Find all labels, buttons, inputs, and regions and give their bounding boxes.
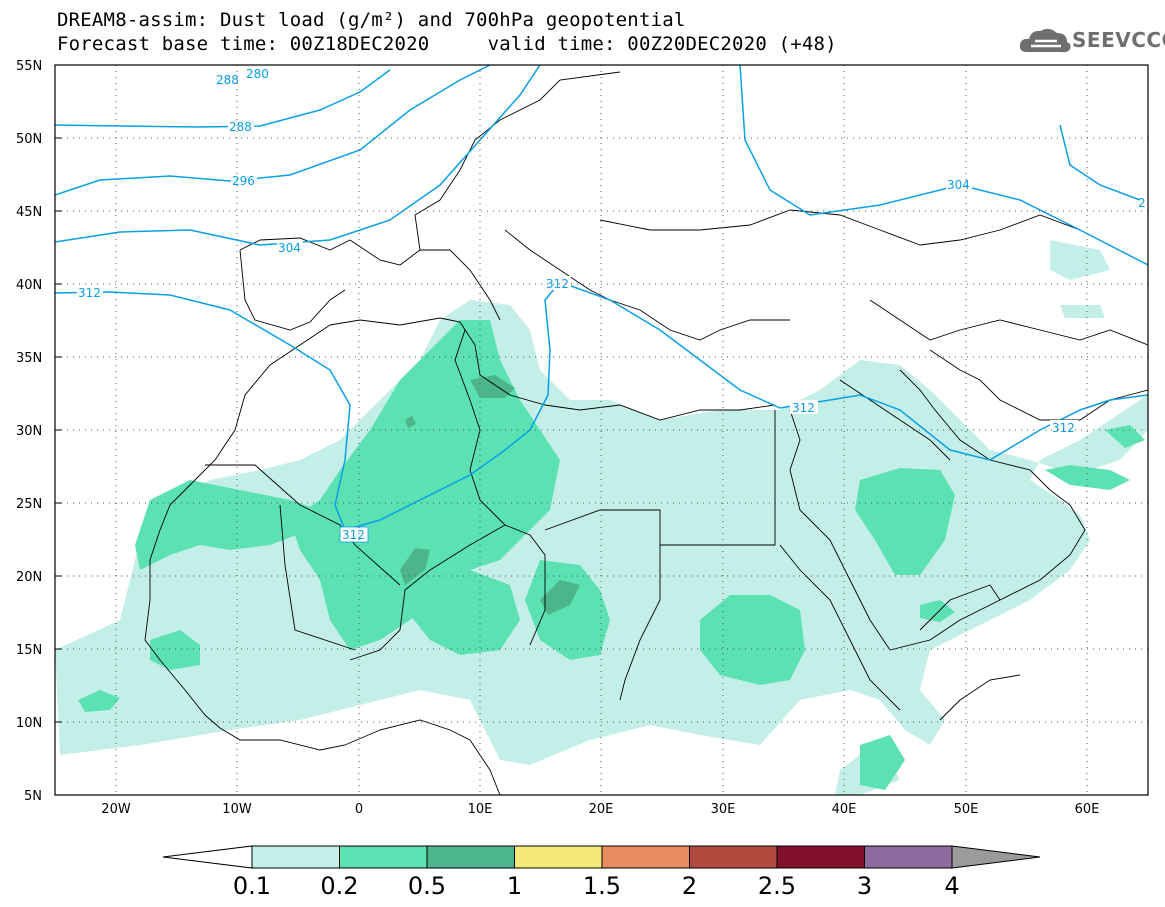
map-title: DREAM8-assim: Dust load (g/m²) and 700hP…	[57, 9, 686, 31]
lat-label: 55N	[16, 59, 42, 74]
cloud-icon	[1019, 28, 1071, 53]
contour-label: 304	[278, 241, 301, 255]
geopotential-contours	[55, 65, 1148, 531]
lon-label: 30E	[711, 802, 736, 817]
lon-label: 40E	[832, 802, 857, 817]
contour-label: 288	[229, 120, 252, 134]
contour-label: 312	[1052, 421, 1075, 435]
colorbar-bin	[864, 845, 953, 869]
colorbar-bin	[251, 845, 340, 869]
contour-label: 312	[78, 286, 101, 300]
lat-ticks	[55, 64, 62, 796]
colorbar-label: 1.5	[583, 872, 621, 900]
lat-labels: 55N 50N 45N 40N 35N 30N 25N 20N 15N 10N …	[16, 59, 42, 804]
lon-label: 10W	[222, 802, 252, 817]
contour-label: 288	[216, 73, 239, 87]
colorbar-bin	[601, 845, 690, 869]
contour-label: 312	[792, 401, 815, 415]
seevccc-logo: SEEVCCC	[1072, 28, 1165, 52]
contour-label: 296	[232, 174, 255, 188]
colorbar-over-arrow	[951, 845, 1041, 869]
colorbar-label: 1	[507, 872, 522, 900]
colorbar-bin	[426, 845, 515, 869]
colorbar-label: 3	[857, 872, 872, 900]
lon-label: 50E	[954, 802, 979, 817]
contour-label: 280	[246, 67, 269, 81]
colorbar-label: 2	[682, 872, 697, 900]
forecast-times: Forecast base time: 00Z18DEC2020 valid t…	[57, 33, 837, 55]
lon-label: 60E	[1075, 802, 1100, 817]
colorbar-label: 2.5	[758, 872, 796, 900]
lat-label: 45N	[16, 205, 42, 220]
colorbar-label: 0.1	[233, 872, 271, 900]
lat-label: 25N	[16, 497, 42, 512]
lat-label: 50N	[16, 132, 42, 147]
colorbar-label: 0.2	[320, 872, 358, 900]
colorbar-label: 0.5	[408, 872, 446, 900]
colorbar-bin	[339, 845, 428, 869]
contour-label: 312	[342, 528, 365, 542]
lat-label: 20N	[16, 570, 42, 585]
contour-label: 304	[947, 178, 970, 192]
contour-label: 312	[546, 277, 569, 291]
colorbar-bin	[776, 845, 865, 869]
country-borders	[144, 71, 1148, 795]
colorbar-bin	[689, 845, 778, 869]
lat-label: 35N	[16, 351, 42, 366]
colorbar-label: 4	[944, 872, 959, 900]
lat-label: 40N	[16, 278, 42, 293]
colorbar-labels: 0.1 0.2 0.5 1 1.5 2 2.5 3 4	[233, 872, 960, 900]
lon-label: 20E	[589, 802, 614, 817]
lon-label: 10E	[468, 802, 493, 817]
lat-label: 5N	[24, 789, 42, 804]
lon-labels: 20W 10W 0 10E 20E 30E 40E 50E 60E	[101, 802, 1099, 817]
lat-label: 30N	[16, 424, 42, 439]
contour-label: 2	[1138, 196, 1146, 210]
colorbar-bin	[514, 845, 603, 869]
lat-label: 10N	[16, 716, 42, 731]
graticule	[55, 65, 1148, 795]
colorbar-under-arrow	[162, 845, 253, 869]
lon-label: 0	[355, 802, 363, 817]
lat-label: 15N	[16, 643, 42, 658]
colorbar	[162, 845, 1041, 869]
lon-label: 20W	[101, 802, 131, 817]
